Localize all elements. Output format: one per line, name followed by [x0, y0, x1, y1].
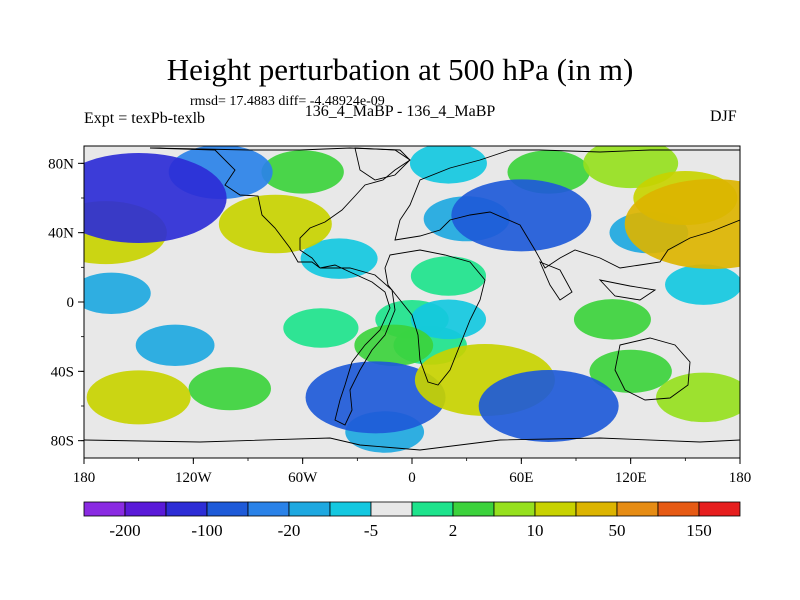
colorbar-label-1: -100	[191, 521, 222, 540]
experiment-ids: 136_4_MaBP - 136_4_MaBP	[304, 103, 496, 120]
coastline-north-america	[149, 147, 411, 269]
colorbar-swatch-0	[83, 501, 126, 517]
coastline-africa	[384, 249, 486, 386]
colorbar-label-4: 2	[449, 521, 458, 540]
x-tick-label-5: 120E	[615, 470, 647, 486]
colorbar-swatch-12	[575, 501, 618, 517]
anomaly-cell-14	[261, 150, 344, 194]
anomaly-cell-27	[451, 179, 592, 252]
axes-layer: 180 120W 60W 0 60E 120E 180 80N 40N 0 40S 80S	[48, 156, 751, 486]
colorbar-label-7: 150	[686, 521, 712, 540]
anomaly-cell-9	[84, 272, 151, 315]
colorbar-swatch-6	[329, 501, 372, 517]
x-tick-label-2: 60W	[288, 470, 318, 486]
anomaly-cell-8	[665, 264, 740, 305]
colorbar-swatch-15	[698, 501, 741, 517]
coastline-greenland	[354, 147, 411, 181]
x-tick-label-4: 60E	[509, 470, 533, 486]
y-tick-label-3: 40S	[51, 364, 74, 380]
colorbar-swatch-8	[411, 501, 454, 517]
anomaly-cell-10	[354, 324, 434, 367]
colorbar-label-2: -20	[278, 521, 301, 540]
anomaly-cell-3	[410, 256, 487, 296]
x-tick-label-1: 120W	[175, 470, 213, 486]
x-tick-label-3: 0	[408, 470, 416, 486]
coastline-australia	[614, 337, 691, 401]
anomaly-cell-17	[589, 349, 672, 393]
anomaly-cell-22	[86, 370, 191, 425]
colorbar-swatch-5	[288, 501, 331, 517]
colorbar-swatch-9	[452, 501, 495, 517]
y-tick-label-4: 80S	[51, 434, 74, 450]
chart-title: Height perturbation at 500 hPa (in m)	[166, 52, 634, 87]
coastline-eurasia	[394, 149, 740, 269]
stats-text: rmsd= 17.4883 diff= -4.48924e-09	[190, 94, 385, 109]
season-label: DJF	[710, 108, 737, 125]
colorbar-swatch-7	[370, 501, 413, 517]
colorbar: -200 -100 -20 -5 2 10 50 150	[83, 501, 741, 540]
anomaly-cell-5	[300, 238, 378, 279]
anomaly-cell-26	[305, 361, 446, 434]
y-tick-label-2: 0	[67, 295, 75, 311]
anomaly-cell-29	[478, 370, 619, 442]
colorbar-label-6: 50	[609, 521, 626, 540]
y-tick-label-1: 40N	[48, 226, 74, 242]
anomaly-cell-30	[84, 153, 227, 243]
x-tick-label-6: 180	[729, 470, 752, 486]
anomaly-cell-31	[624, 179, 740, 269]
anomaly-cell-7	[573, 299, 651, 340]
colorbar-label-5: 10	[527, 521, 544, 540]
anomaly-cell-20	[656, 372, 740, 423]
coastline-antarctica	[84, 437, 740, 451]
experiment-label: Expt = texPb-texlb	[84, 110, 206, 127]
anomaly-cell-11	[135, 324, 215, 367]
coastline-india	[539, 261, 573, 301]
anomaly-cell-4	[410, 299, 487, 340]
colorbar-swatch-2	[165, 501, 208, 517]
colorbar-swatch-4	[247, 501, 290, 517]
colorbar-label-0: -200	[109, 521, 140, 540]
anomaly-cell-6	[409, 146, 487, 184]
anomaly-cell-24	[218, 194, 332, 254]
y-tick-label-0: 80N	[48, 156, 74, 172]
x-tick-label-0: 180	[73, 470, 96, 486]
colorbar-swatch-10	[493, 501, 536, 517]
coastlines-layer	[84, 147, 740, 451]
anomaly-cell-15	[188, 367, 271, 411]
coastline-south-america	[319, 264, 396, 426]
coastline-maritime	[598, 279, 657, 301]
colorbar-swatch-13	[616, 501, 659, 517]
colorbar-label-3: -5	[364, 521, 378, 540]
field-layer	[84, 146, 740, 458]
colorbar-swatch-11	[534, 501, 577, 517]
colorbar-swatch-3	[206, 501, 249, 517]
colorbar-swatch-14	[657, 501, 700, 517]
colorbar-swatch-1	[124, 501, 167, 517]
anomaly-cell-2	[283, 308, 359, 348]
